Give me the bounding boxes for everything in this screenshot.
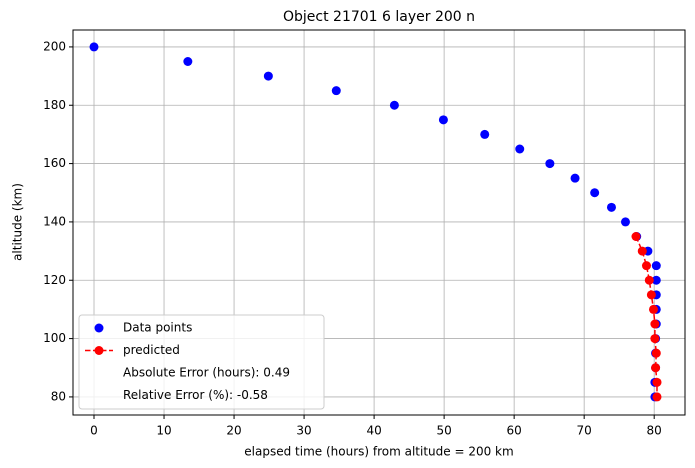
point: [651, 275, 661, 285]
point: [650, 319, 660, 329]
legend-marker: [94, 323, 104, 333]
point: [545, 159, 555, 169]
plot-marks: [89, 42, 662, 402]
point: [620, 217, 630, 227]
point: [646, 290, 656, 300]
legend-label: predicted: [123, 343, 180, 357]
point: [637, 246, 647, 256]
point: [652, 377, 662, 387]
point: [263, 71, 273, 81]
point: [650, 334, 660, 344]
legend-marker: [94, 346, 104, 355]
x-tick-label: 20: [226, 424, 241, 438]
x-tick-label: 40: [366, 424, 381, 438]
point: [438, 115, 448, 125]
legend-label: Data points: [123, 321, 192, 335]
point: [389, 100, 399, 110]
x-tick-label: 50: [436, 424, 451, 438]
point: [606, 202, 616, 212]
y-tick-label: 160: [43, 156, 66, 170]
point: [515, 144, 525, 154]
plot-frame: [72, 29, 686, 416]
point: [644, 275, 654, 285]
x-tick-label: 0: [90, 424, 98, 438]
legend-box: [78, 314, 325, 410]
y-tick-label: 200: [43, 39, 66, 53]
y-tick-label: 100: [43, 331, 66, 345]
point: [641, 261, 651, 271]
point: [480, 129, 490, 139]
point: [570, 173, 580, 183]
legend-note: Relative Error (%): -0.58: [123, 388, 268, 402]
point: [652, 392, 662, 402]
legend: Data points predicted Absolute Error (hour…: [78, 314, 325, 410]
x-tick-label: 60: [507, 424, 522, 438]
point: [648, 304, 658, 314]
x-tick-label: 80: [647, 424, 662, 438]
x-tick-label: 10: [156, 424, 171, 438]
point: [590, 188, 600, 198]
x-tick-label: 70: [577, 424, 592, 438]
y-axis-label: altitude (km): [11, 183, 25, 261]
chart-title: Object 21701 6 layer 200 n: [283, 9, 475, 25]
point: [331, 86, 341, 96]
x-axis-label: elapsed time (hours) from altitude = 200…: [244, 445, 513, 459]
y-tick-label: 180: [43, 98, 66, 112]
point: [89, 42, 99, 52]
legend-note: Absolute Error (hours): 0.49: [123, 366, 290, 380]
point: [651, 348, 661, 358]
point: [651, 261, 661, 271]
point: [183, 57, 193, 66]
point: [631, 232, 641, 241]
point: [651, 363, 661, 373]
y-tick-label: 140: [43, 214, 66, 228]
y-tick-label: 80: [51, 389, 66, 403]
x-tick-label: 30: [296, 424, 311, 438]
y-tick-label: 120: [43, 273, 66, 287]
